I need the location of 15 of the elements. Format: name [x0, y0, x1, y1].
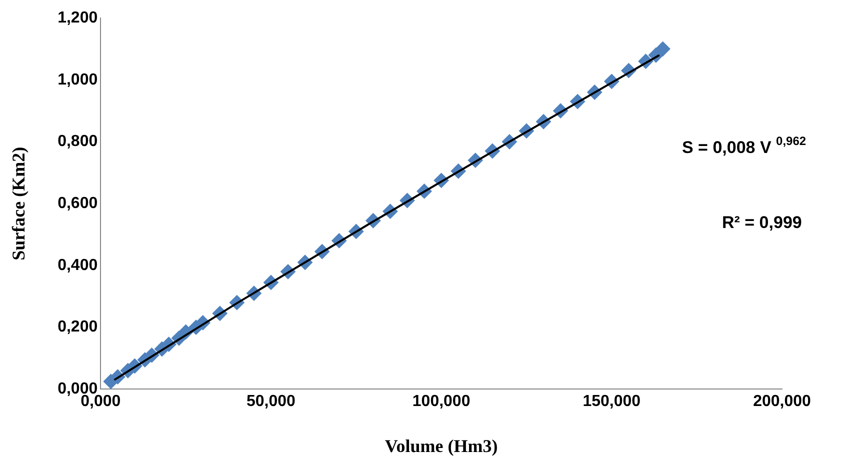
x-tick-label: 150,000	[582, 393, 641, 410]
x-tick-label: 200,000	[753, 393, 812, 410]
y-tick-label: 0,800	[58, 133, 98, 150]
y-tick-label: 0,200	[58, 318, 98, 336]
annotation: S = 0,008 V 0,962	[682, 134, 806, 157]
x-tick-label: 100,000	[412, 393, 470, 410]
y-tick-label: 0,600	[58, 195, 98, 212]
y-axis-title: Surface (Km2)	[8, 146, 28, 260]
point	[655, 41, 670, 56]
x-tick-label: 50,000	[246, 393, 296, 410]
y-tick-label: 0,400	[58, 256, 98, 274]
annotation: R² = 0,999	[722, 213, 802, 232]
x-axis-title: Volume (Hm3)	[384, 436, 498, 456]
y-tick-label: 1,200	[58, 9, 98, 26]
y-tick-label: 1,000	[58, 71, 98, 88]
